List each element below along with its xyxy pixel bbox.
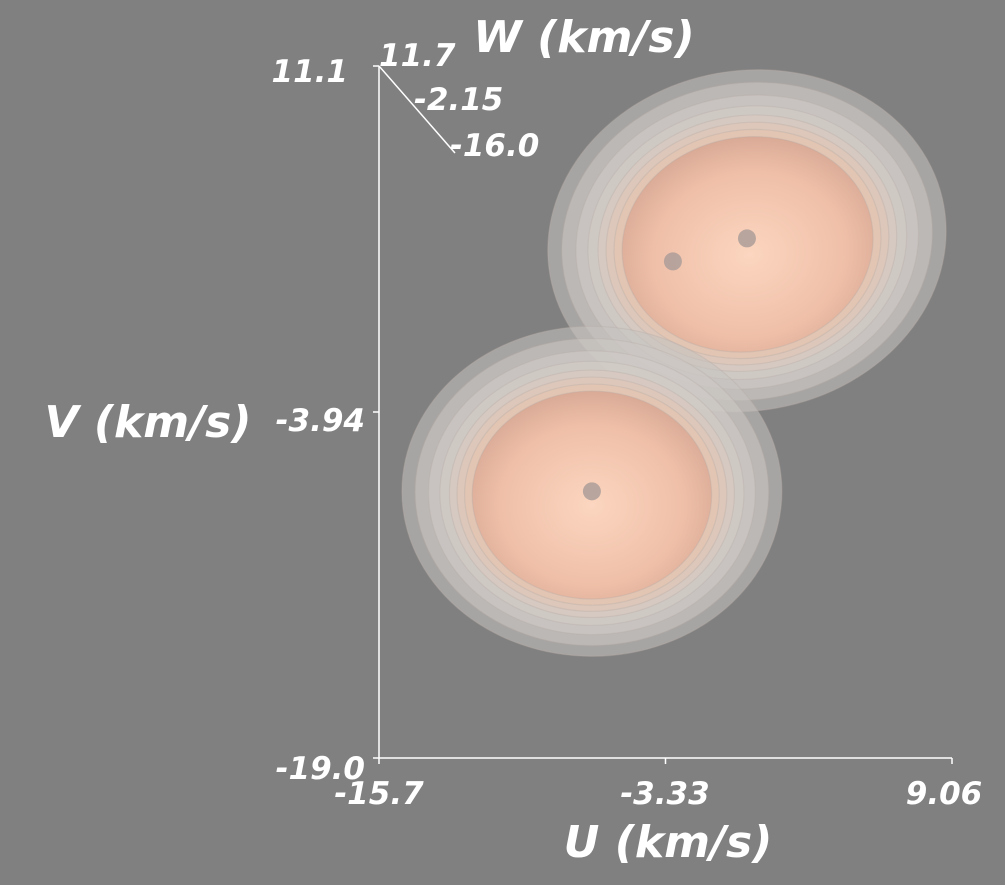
x-tick-label: -15.7 [334, 776, 424, 812]
peak-marker [737, 229, 756, 248]
y-axis-title: V (km/s) [45, 397, 252, 448]
x-axis-title: U (km/s) [564, 817, 773, 868]
y-tick-label: -19.0 [276, 751, 365, 787]
peak-marker [582, 482, 601, 501]
y-tick-label: 11.1 [272, 54, 349, 90]
peak-marker [663, 252, 682, 271]
y-tick-label: -3.94 [276, 403, 365, 439]
x-tick-label: -3.33 [620, 776, 709, 812]
z-tick-label: 11.7 [379, 38, 456, 74]
z-tick-label: -2.15 [414, 82, 503, 118]
z-axis-line [378, 65, 456, 154]
isosurface-blobs [401, 69, 947, 657]
z-axis-title: W (km/s) [473, 12, 694, 63]
tick-marks [373, 65, 953, 764]
z-tick-label: -16.0 [450, 128, 539, 164]
x-tick-label: 9.06 [906, 776, 983, 812]
